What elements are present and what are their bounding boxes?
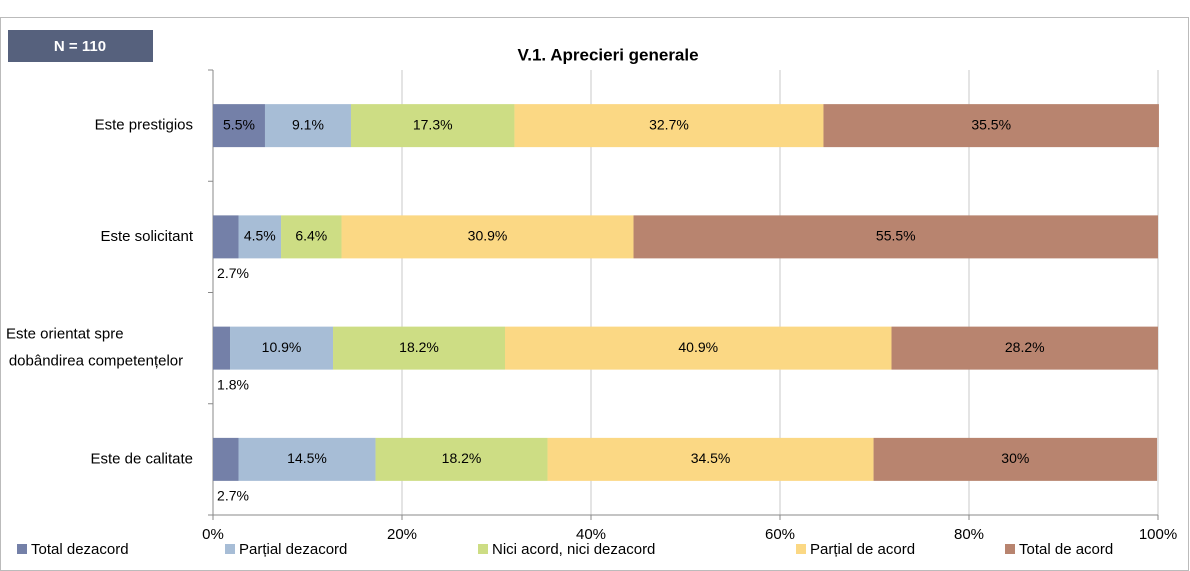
value-label: 1.8% bbox=[217, 376, 249, 392]
bar-segment bbox=[281, 215, 342, 259]
bar-segment bbox=[375, 437, 548, 481]
badge: N = 110 bbox=[54, 38, 106, 55]
value-label: 18.2% bbox=[399, 339, 439, 355]
badge-box bbox=[8, 30, 153, 62]
value-label: 28.2% bbox=[1005, 339, 1045, 355]
value-label: 4.5% bbox=[244, 228, 276, 244]
legend-label: Total de acord bbox=[1019, 541, 1113, 558]
bar-segment bbox=[341, 215, 634, 259]
legend-label: Parțial dezacord bbox=[239, 541, 347, 558]
value-label: 14.5% bbox=[287, 450, 327, 466]
bar-segment bbox=[213, 437, 239, 481]
x-tick-label: 0% bbox=[202, 526, 224, 543]
bar-segment bbox=[213, 326, 231, 370]
y-tick-label: Este orientat spre dobândirea competențel… bbox=[6, 326, 183, 370]
value-label: 10.9% bbox=[262, 339, 302, 355]
bar-segment bbox=[238, 437, 376, 481]
x-tick-label: 60% bbox=[765, 526, 795, 543]
bar-segment bbox=[213, 104, 265, 148]
value-label: 55.5% bbox=[876, 228, 916, 244]
value-label: 34.5% bbox=[691, 450, 731, 466]
value-label: 2.7% bbox=[217, 265, 249, 281]
legend-swatch bbox=[478, 544, 488, 554]
x-tick-label: 100% bbox=[1139, 526, 1177, 543]
bar-segment bbox=[213, 215, 239, 259]
bar-segment bbox=[333, 326, 506, 370]
y-tick-label: Este de calitate bbox=[90, 450, 193, 467]
value-label: 18.2% bbox=[442, 450, 482, 466]
legend-swatch bbox=[1005, 544, 1015, 554]
legend-label: Nici acord, nici dezacord bbox=[492, 541, 655, 558]
bar-segment bbox=[547, 437, 874, 481]
x-tick-label: 20% bbox=[387, 526, 417, 543]
legend-label: Total dezacord bbox=[31, 541, 129, 558]
value-label: 6.4% bbox=[295, 228, 327, 244]
bar-segment bbox=[823, 104, 1159, 148]
x-tick-label: 40% bbox=[576, 526, 606, 543]
legend-label: Parțial de acord bbox=[810, 541, 915, 558]
bar-segment bbox=[238, 215, 282, 259]
legend-swatch bbox=[225, 544, 235, 554]
value-label: 30% bbox=[1001, 450, 1029, 466]
bar-segment bbox=[350, 104, 515, 148]
value-label: 9.1% bbox=[292, 116, 324, 132]
label-line: Este orientat spre bbox=[6, 326, 124, 343]
chart-title: V.1. Aprecieri generale bbox=[517, 45, 698, 64]
x-tick-label: 80% bbox=[954, 526, 984, 543]
legend-swatch bbox=[17, 544, 27, 554]
bar-segment bbox=[230, 326, 334, 370]
value-label: 35.5% bbox=[971, 116, 1011, 132]
label-line: dobândirea competențelor bbox=[9, 353, 183, 370]
value-label: 5.5% bbox=[223, 116, 255, 132]
bar-segment bbox=[891, 326, 1158, 370]
legend-swatch bbox=[796, 544, 806, 554]
y-tick-label: Este prestigios bbox=[95, 117, 193, 134]
value-label: 32.7% bbox=[649, 116, 689, 132]
y-tick-label: Este solicitant bbox=[100, 228, 193, 245]
value-label: 40.9% bbox=[678, 339, 718, 355]
bar-segment bbox=[873, 437, 1158, 481]
bar-segment bbox=[633, 215, 1158, 259]
bar-segment bbox=[505, 326, 892, 370]
frame bbox=[0, 17, 1189, 571]
bar-segment bbox=[264, 104, 351, 148]
bar-segment bbox=[514, 104, 824, 148]
value-label: 17.3% bbox=[413, 116, 453, 132]
value-label: 30.9% bbox=[468, 228, 508, 244]
value-label: 2.7% bbox=[217, 488, 249, 504]
